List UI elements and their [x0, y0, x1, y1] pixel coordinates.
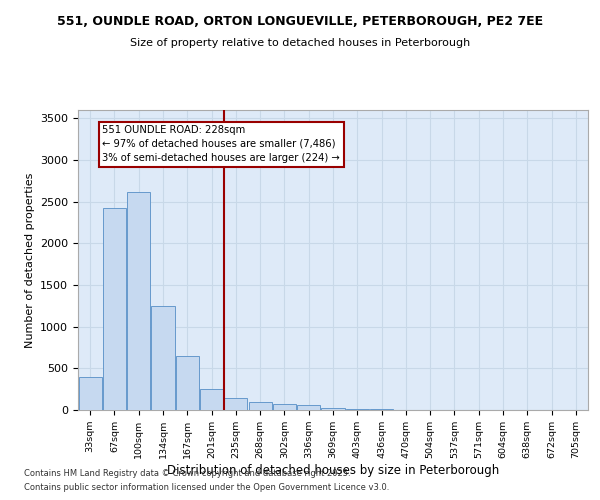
Bar [224, 398, 247, 410]
Bar [151, 306, 175, 410]
Bar [297, 406, 320, 410]
Bar [248, 402, 272, 410]
Text: 551 OUNDLE ROAD: 228sqm
← 97% of detached houses are smaller (7,486)
3% of semi-: 551 OUNDLE ROAD: 228sqm ← 97% of detache… [102, 125, 340, 163]
Text: Size of property relative to detached houses in Peterborough: Size of property relative to detached ho… [130, 38, 470, 48]
Text: 551, OUNDLE ROAD, ORTON LONGUEVILLE, PETERBOROUGH, PE2 7EE: 551, OUNDLE ROAD, ORTON LONGUEVILLE, PET… [57, 15, 543, 28]
Bar [273, 404, 296, 410]
Bar [79, 376, 101, 410]
Text: Contains HM Land Registry data © Crown copyright and database right 2025.: Contains HM Land Registry data © Crown c… [24, 468, 350, 477]
Text: Contains public sector information licensed under the Open Government Licence v3: Contains public sector information licen… [24, 484, 389, 492]
Bar [322, 408, 344, 410]
Bar [176, 356, 199, 410]
Bar [103, 208, 126, 410]
Bar [200, 389, 223, 410]
Bar [346, 409, 369, 410]
Bar [127, 192, 150, 410]
Y-axis label: Number of detached properties: Number of detached properties [25, 172, 35, 348]
X-axis label: Distribution of detached houses by size in Peterborough: Distribution of detached houses by size … [167, 464, 499, 477]
